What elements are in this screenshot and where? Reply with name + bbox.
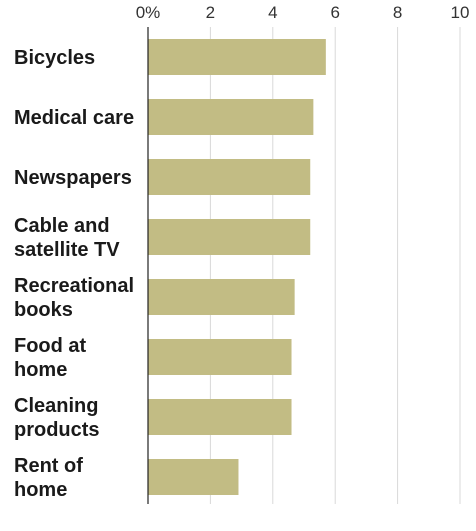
- bar: [148, 399, 292, 435]
- category-labels: Bicycles Medical care Newspapers Cable ands…: [14, 47, 134, 501]
- bar: [148, 159, 311, 195]
- bar: [148, 39, 326, 75]
- x-tick-label: 2: [206, 3, 215, 22]
- category-label: Rent of: [14, 455, 83, 477]
- bar: [148, 99, 314, 135]
- category-label: Medical care: [14, 107, 134, 129]
- x-tick-label: 10: [451, 3, 470, 22]
- bar: [148, 219, 311, 255]
- category-label: Bicycles: [14, 47, 95, 69]
- category-label: Food at: [14, 335, 87, 357]
- category-label: home: [14, 359, 67, 381]
- x-tick-label: 0%: [136, 3, 161, 22]
- category-label: Newspapers: [14, 167, 132, 189]
- category-label: home: [14, 479, 67, 501]
- category-label: books: [14, 299, 73, 321]
- x-tick-label: 8: [393, 3, 402, 22]
- category-label: Recreational: [14, 275, 134, 297]
- x-tick-label: 4: [268, 3, 277, 22]
- x-axis-ticks: 0% 2 4 6 8 10: [136, 3, 470, 22]
- category-label: Cable and: [14, 215, 110, 237]
- bars: [148, 39, 326, 495]
- bar: [148, 459, 239, 495]
- x-tick-label: 6: [330, 3, 339, 22]
- category-label: products: [14, 419, 100, 441]
- category-label: satellite TV: [14, 239, 120, 261]
- bar: [148, 339, 292, 375]
- bar: [148, 279, 295, 315]
- category-label: Cleaning: [14, 395, 98, 417]
